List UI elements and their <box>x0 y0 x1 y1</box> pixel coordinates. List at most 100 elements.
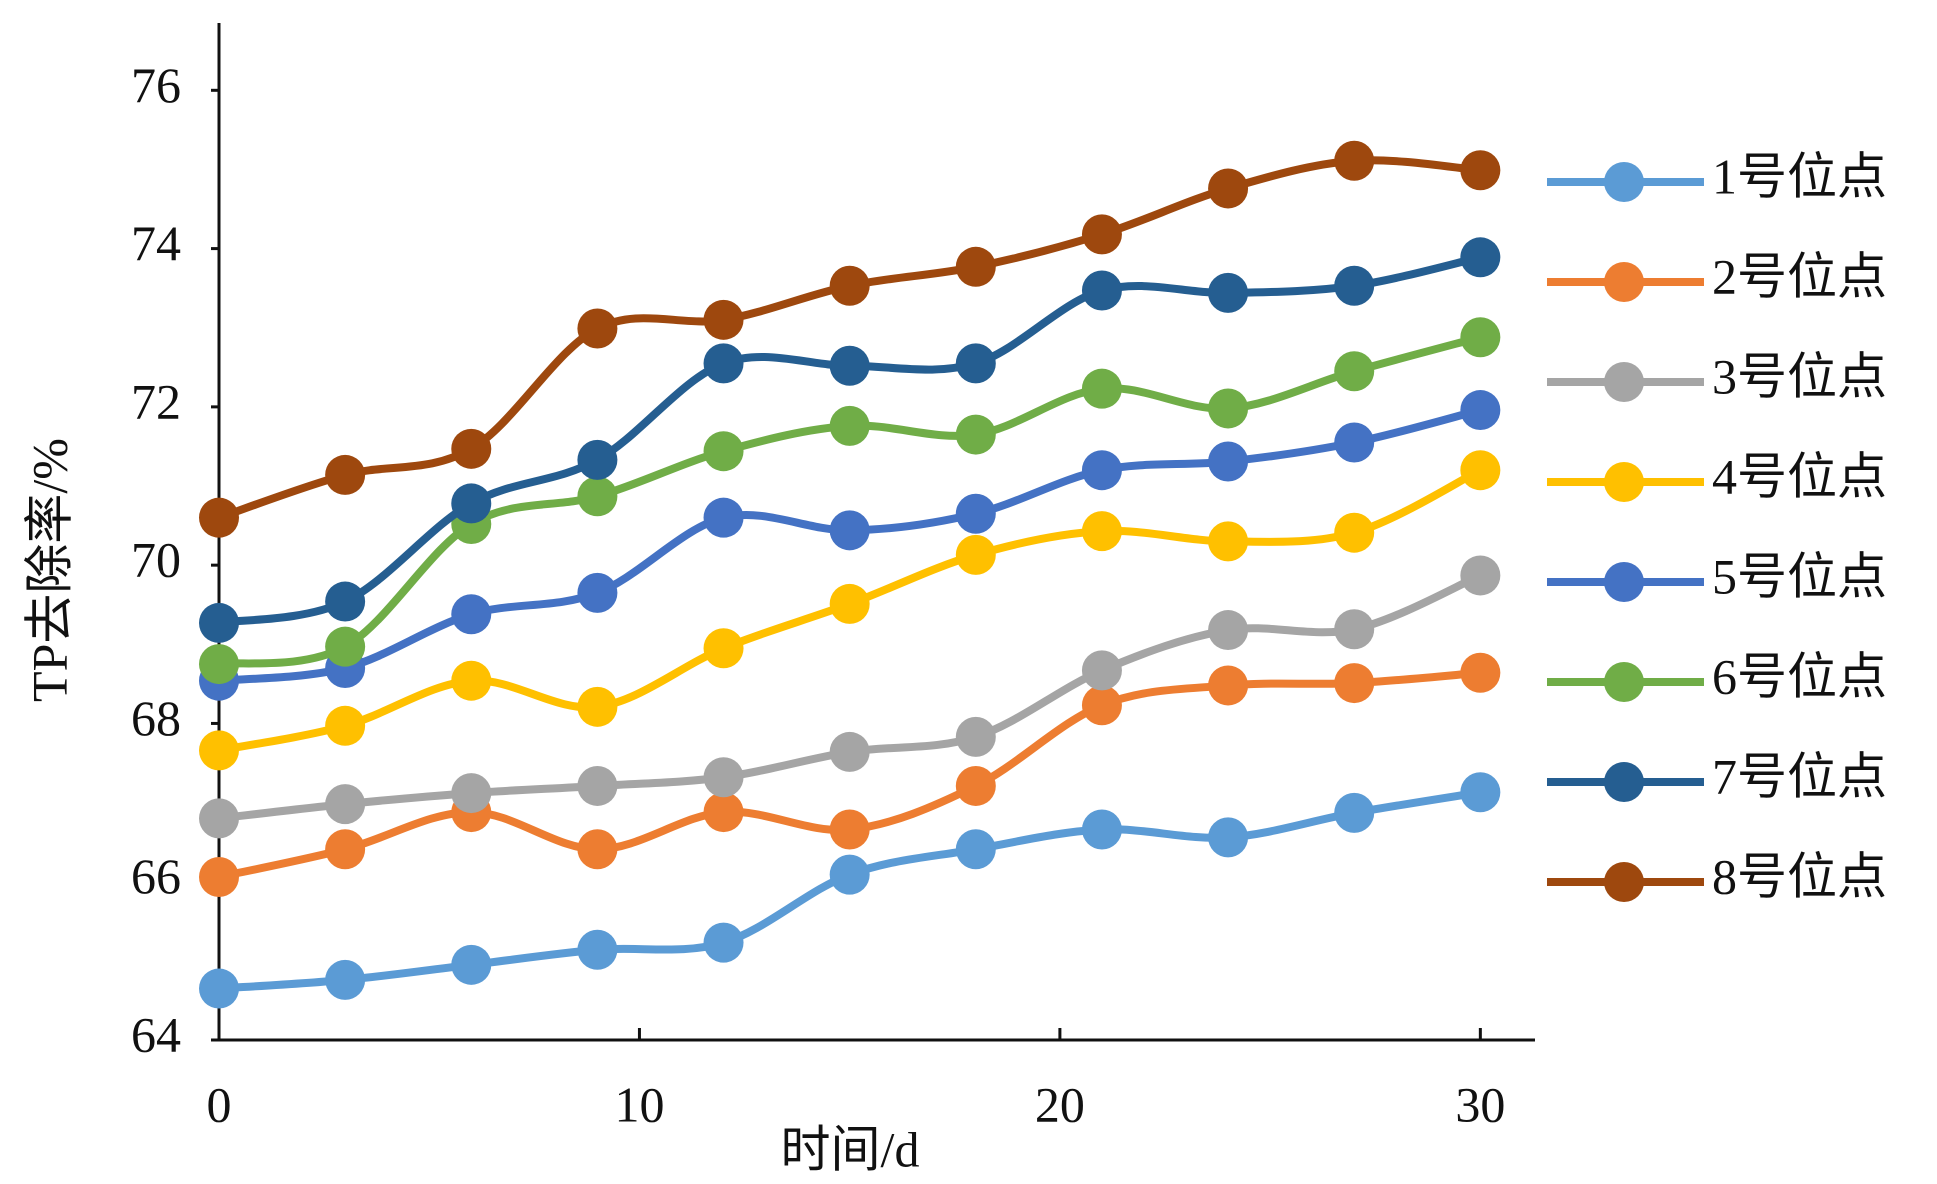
data-point <box>577 765 618 806</box>
data-point <box>1081 685 1122 726</box>
legend-marker <box>1604 862 1644 902</box>
legend-marker <box>1604 462 1644 502</box>
data-point <box>829 510 870 551</box>
data-point <box>703 628 744 669</box>
legend-label: 4号位点 <box>1712 448 1887 504</box>
data-point <box>1460 555 1501 596</box>
data-point <box>325 959 366 1000</box>
data-point <box>199 602 239 643</box>
legend-marker <box>1604 162 1644 202</box>
data-point <box>1460 317 1501 358</box>
data-point <box>1460 450 1501 491</box>
y-tick-label: 68 <box>131 690 181 746</box>
y-tick-label: 70 <box>131 532 181 588</box>
data-point <box>955 246 996 287</box>
data-point <box>955 534 996 575</box>
data-point <box>1081 368 1122 409</box>
data-point <box>199 798 239 839</box>
legend-label: 6号位点 <box>1712 648 1887 704</box>
data-point <box>1208 665 1249 706</box>
data-point <box>199 968 239 1009</box>
data-point <box>1208 610 1249 651</box>
data-point <box>829 265 870 306</box>
data-point <box>577 572 618 613</box>
data-point <box>1460 390 1501 431</box>
data-point <box>325 705 366 746</box>
data-point <box>703 757 744 798</box>
data-point <box>1208 388 1249 429</box>
data-point <box>577 308 618 349</box>
data-point <box>955 343 996 384</box>
x-tick-label: 0 <box>207 1076 232 1132</box>
data-point <box>325 829 366 870</box>
data-point <box>199 856 239 897</box>
legend-label: 1号位点 <box>1712 148 1887 204</box>
data-point <box>1081 809 1122 850</box>
data-point <box>703 497 744 538</box>
data-point <box>325 784 366 825</box>
data-point <box>1334 351 1375 392</box>
x-tick-label: 10 <box>614 1076 664 1132</box>
data-point <box>1208 272 1249 313</box>
legend-label: 3号位点 <box>1712 348 1887 404</box>
data-point <box>955 493 996 534</box>
legend-label: 7号位点 <box>1712 748 1887 804</box>
y-tick-label: 72 <box>131 373 181 429</box>
data-point <box>1334 663 1375 704</box>
data-point <box>325 454 366 495</box>
data-point <box>1334 422 1375 463</box>
data-point <box>577 829 618 870</box>
data-point <box>829 731 870 772</box>
data-point <box>1334 140 1375 181</box>
data-point <box>577 929 618 970</box>
data-point <box>451 428 492 469</box>
data-point <box>1460 237 1501 278</box>
data-point <box>829 405 870 446</box>
data-point <box>1081 511 1122 552</box>
data-point <box>1081 650 1122 691</box>
data-point <box>451 944 492 985</box>
legend-marker <box>1604 562 1644 602</box>
y-tick-label: 74 <box>131 215 181 271</box>
data-point <box>955 829 996 870</box>
data-point <box>451 483 492 524</box>
y-tick-label: 76 <box>131 57 181 113</box>
legend-label: 8号位点 <box>1712 848 1887 904</box>
data-point <box>577 476 618 517</box>
legend-label: 2号位点 <box>1712 248 1887 304</box>
x-tick-label: 20 <box>1035 1076 1085 1132</box>
data-point <box>1208 521 1249 562</box>
y-tick-label: 66 <box>131 848 181 904</box>
data-point <box>829 809 870 850</box>
data-point <box>955 414 996 455</box>
data-point <box>829 583 870 624</box>
data-point <box>451 773 492 814</box>
data-point <box>199 644 239 685</box>
data-point <box>1460 772 1501 813</box>
series-line <box>217 156 1481 522</box>
data-point <box>1334 265 1375 306</box>
data-point <box>1081 270 1122 311</box>
legend-marker <box>1604 662 1644 702</box>
legend-label: 5号位点 <box>1712 548 1887 604</box>
data-point <box>1334 512 1375 553</box>
data-point <box>1460 150 1501 191</box>
y-tick-label: 64 <box>131 1006 181 1062</box>
data-point <box>577 686 618 727</box>
legend-marker <box>1604 762 1644 802</box>
data-point <box>199 497 239 538</box>
data-point <box>829 854 870 895</box>
data-point <box>703 299 744 340</box>
data-point <box>1208 168 1249 209</box>
y-axis-label: TP去除率/% <box>21 438 77 702</box>
data-point <box>829 345 870 386</box>
data-point <box>1081 214 1122 255</box>
data-point <box>1081 450 1122 491</box>
data-point <box>451 594 492 635</box>
data-point <box>199 730 239 771</box>
data-point <box>703 343 744 384</box>
x-tick-label: 30 <box>1455 1076 1505 1132</box>
data-point <box>1334 792 1375 833</box>
legend-marker <box>1604 362 1644 402</box>
